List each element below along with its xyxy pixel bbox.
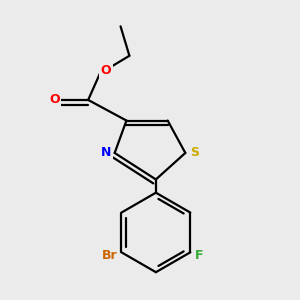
Text: N: N	[100, 146, 111, 159]
Text: Br: Br	[102, 249, 118, 262]
Text: O: O	[100, 64, 111, 77]
Text: S: S	[190, 146, 199, 159]
Text: F: F	[195, 249, 203, 262]
Text: O: O	[49, 93, 60, 106]
